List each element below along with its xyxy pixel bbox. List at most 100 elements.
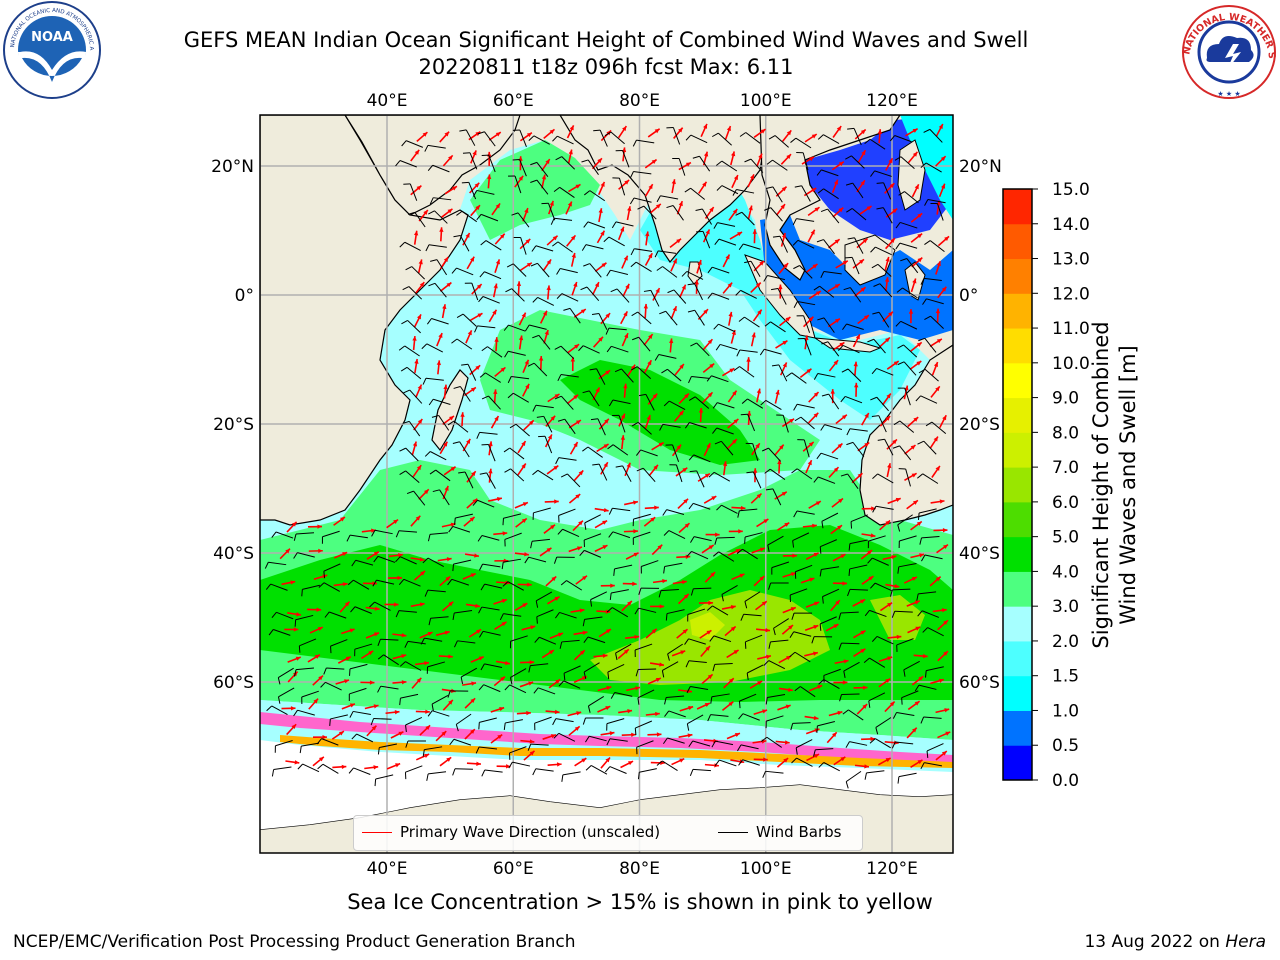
- wind-barb-flag: [590, 599, 593, 607]
- wind-barb-shaft: [930, 315, 944, 329]
- wind-barb-shaft: [268, 561, 287, 566]
- wave-arrow-head: [600, 181, 605, 187]
- wind-barb-flag: [552, 135, 558, 142]
- wind-barb-shaft: [800, 416, 815, 430]
- wave-arrow-head: [728, 701, 734, 707]
- wind-barb-shaft: [666, 509, 685, 515]
- wind-barb-flag: [793, 404, 798, 411]
- wave-arrow-head: [542, 310, 547, 316]
- wave-arrow-head: [293, 627, 299, 632]
- wave-arrow-head: [910, 445, 916, 450]
- wind-barb-flag: [424, 451, 431, 457]
- wind-barb-shaft: [330, 639, 348, 647]
- wind-barb-flag: [920, 762, 925, 770]
- wind-barb-shaft: [803, 439, 810, 458]
- wind-barb-flag: [504, 468, 511, 473]
- wind-barb-shaft: [479, 717, 497, 723]
- wind-barb-flag: [688, 376, 692, 384]
- wave-arrow-head: [860, 287, 866, 292]
- wind-barb-flag: [926, 750, 929, 758]
- wind-barb-flag: [447, 579, 453, 586]
- wind-barb-shaft: [405, 661, 422, 671]
- wind-barb-flag: [872, 311, 880, 315]
- wind-barb-flag: [746, 471, 754, 474]
- wave-arrow-head: [655, 677, 661, 682]
- wave-arrow-head: [497, 496, 502, 502]
- wind-barb-shaft: [633, 197, 652, 203]
- wind-barb-shaft: [927, 627, 944, 637]
- wind-barb-flag: [480, 583, 486, 591]
- wind-barb-shaft: [772, 159, 788, 171]
- wave-arrow-head: [866, 206, 872, 211]
- wind-barb-shaft: [658, 354, 677, 359]
- wind-barb-flag: [711, 132, 719, 138]
- wind-barb-flag: [794, 686, 801, 692]
- wind-barb-flag: [791, 757, 797, 764]
- wind-barb-shaft: [866, 770, 885, 774]
- wave-arrow-head: [943, 544, 949, 550]
- wind-barb-flag: [461, 363, 469, 366]
- wind-barb-shaft: [465, 129, 476, 146]
- wind-barb-flag: [736, 349, 741, 357]
- wind-barb-shaft: [877, 263, 892, 277]
- wind-barb-shaft: [510, 635, 528, 642]
- wind-barb-shaft: [409, 183, 418, 201]
- wave-arrow-head: [891, 555, 897, 560]
- wave-arrow-head: [442, 304, 447, 310]
- wave-arrow-head: [594, 282, 599, 288]
- wind-barb-shaft: [692, 740, 711, 747]
- wind-barb-shaft: [614, 692, 633, 697]
- wind-barb-shaft: [375, 774, 394, 780]
- wind-barb-flag: [453, 234, 461, 238]
- wave-arrow-head: [678, 127, 683, 133]
- wind-barb-flag: [692, 155, 700, 159]
- wind-barb-flag: [533, 687, 539, 694]
- wave-arrow-head: [655, 288, 660, 294]
- wind-barb-shaft: [904, 191, 919, 204]
- wind-barb-shaft: [691, 376, 710, 379]
- wind-barb-shaft: [609, 738, 628, 742]
- colorbar-segment: [1003, 675, 1032, 711]
- wind-barb-flag: [553, 186, 560, 192]
- colorbar-segment: [1003, 223, 1032, 260]
- wind-barb-flag: [552, 718, 557, 726]
- wave-arrow-head: [521, 463, 526, 469]
- wave-arrow-head: [861, 150, 866, 156]
- wave-arrow-head: [624, 333, 629, 339]
- wind-barb-shaft: [433, 398, 451, 406]
- wind-barb-flag: [480, 663, 485, 671]
- wind-barb-flag: [714, 537, 718, 545]
- colorbar-tick-label: 10.0: [1052, 354, 1090, 374]
- wave-arrow-head: [635, 686, 640, 691]
- wind-barb-flag: [369, 601, 375, 608]
- wave-arrow-head: [466, 438, 471, 444]
- wind-barb-shaft: [821, 512, 839, 522]
- wind-barb-shaft: [598, 313, 608, 330]
- wind-barb-flag: [821, 521, 824, 529]
- wind-barb-flag: [609, 592, 612, 601]
- svg-text:NOAA: NOAA: [31, 30, 73, 45]
- wind-barb-shaft: [584, 549, 602, 558]
- wind-barb-shaft: [459, 386, 471, 402]
- lat-tick-left: 20°N: [211, 157, 254, 177]
- wave-arrow-head: [550, 524, 556, 530]
- wind-barb-flag: [744, 601, 748, 609]
- wave-arrow-head: [573, 394, 579, 400]
- colorbar-tick-label: 11.0: [1052, 319, 1090, 339]
- wind-barb-shaft: [615, 221, 634, 227]
- wave-arrow-head: [867, 550, 873, 555]
- wave-arrow-head: [418, 259, 423, 265]
- wave-arrow-head: [939, 499, 945, 504]
- wave-arrow-head: [625, 283, 630, 289]
- wind-barb-flag: [919, 537, 922, 545]
- wind-barb-flag: [271, 611, 277, 619]
- wind-barb-flag: [816, 169, 822, 176]
- wave-arrow-head: [843, 659, 849, 664]
- wind-barb-flag: [872, 473, 879, 479]
- wind-barb-flag: [405, 724, 407, 733]
- wind-barb-flag: [763, 660, 770, 666]
- wave-arrow-head: [470, 573, 476, 578]
- wave-arrow-head: [732, 390, 737, 396]
- wave-arrow-head: [783, 758, 789, 763]
- wind-barb-flag: [268, 629, 274, 636]
